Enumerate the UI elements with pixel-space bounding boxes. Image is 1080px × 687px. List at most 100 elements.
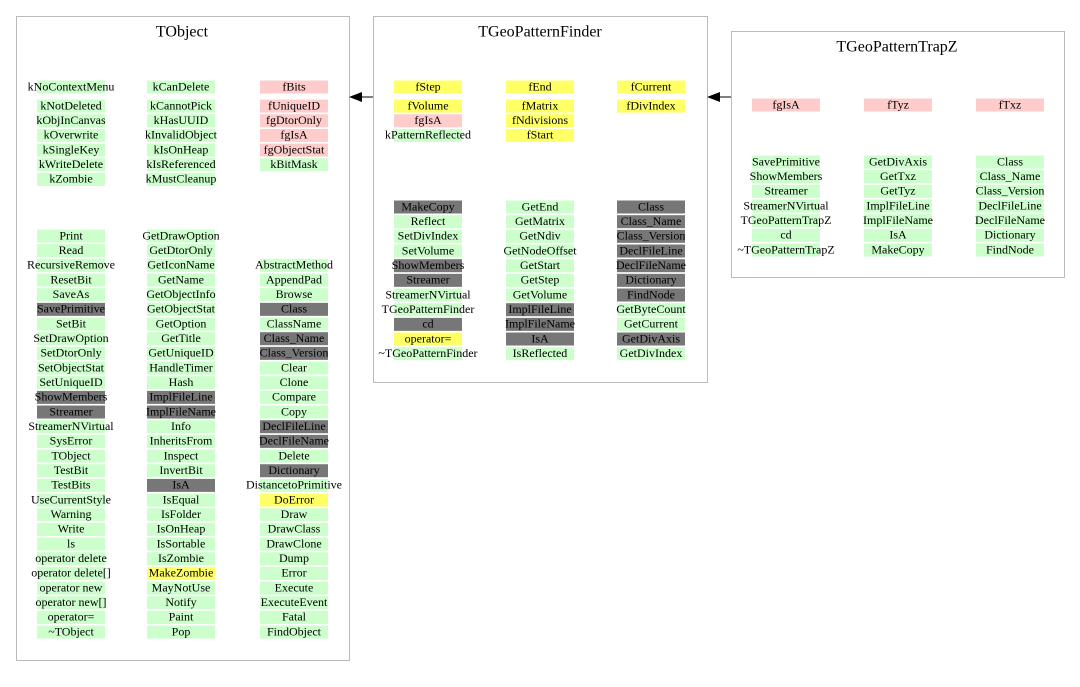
- member-label: IsA: [531, 331, 549, 345]
- member-background: [37, 420, 105, 434]
- member-label: GetUniqueID: [148, 346, 214, 360]
- member-background: [260, 346, 328, 360]
- member-background: [147, 346, 215, 360]
- member-label: Class_Version: [976, 184, 1045, 198]
- member-background: [752, 214, 820, 228]
- member-background: [752, 170, 820, 184]
- member-background: [147, 434, 215, 448]
- member-background: [260, 610, 328, 624]
- member-label: DeclFileName: [259, 434, 329, 448]
- member-background: [864, 214, 932, 228]
- member-background: [394, 317, 462, 331]
- member-background: [260, 158, 328, 172]
- member-label: fTxz: [999, 97, 1022, 111]
- member-label: cd: [422, 317, 433, 331]
- member-label: ~TGeoPatternTrapZ: [737, 242, 834, 256]
- member-label: fCurrent: [631, 79, 672, 93]
- member-background: [37, 537, 105, 551]
- member-background: [260, 552, 328, 566]
- member-label: ShowMembers: [35, 390, 108, 404]
- member-label: ImplFileLine: [866, 198, 929, 212]
- member-label: operator delete: [35, 551, 107, 565]
- member-background: [506, 288, 574, 302]
- member-background: [394, 229, 462, 243]
- member-background: [260, 464, 328, 478]
- member-label: Fatal: [282, 610, 307, 624]
- member-label: IsA: [889, 228, 907, 242]
- member-background: [147, 244, 215, 258]
- member-label: kZombie: [49, 172, 92, 186]
- member-background: [394, 244, 462, 258]
- member-label: kWriteDelete: [39, 157, 103, 171]
- member-label: StreamerNVirtual: [743, 198, 829, 212]
- member-label: GetOption: [156, 316, 207, 330]
- member-background: [37, 478, 105, 492]
- member-label: SetDivIndex: [398, 229, 459, 243]
- member-label: Draw: [281, 507, 308, 521]
- member-label: DoError: [274, 492, 314, 506]
- member-label: Class_Version: [617, 229, 686, 243]
- member-label: DeclFileLine: [978, 198, 1041, 212]
- member-label: GetNdiv: [519, 229, 560, 243]
- member-label: fTyz: [887, 97, 909, 111]
- member-background: [394, 288, 462, 302]
- member-label: Dictionary: [984, 228, 1035, 242]
- member-background: [864, 184, 932, 198]
- member-label: SetDrawOption: [33, 331, 108, 345]
- member-label: Delete: [278, 448, 309, 462]
- member-label: Class_Name: [980, 169, 1041, 183]
- member-label: ~TGeoPatternFinder: [378, 346, 477, 360]
- member-background: [147, 596, 215, 610]
- member-label: operator=: [48, 610, 95, 624]
- member-label: fBits: [282, 79, 306, 93]
- member-background: [147, 288, 215, 302]
- member-background: [37, 114, 105, 128]
- member-background: [147, 128, 215, 142]
- member-label: Warning: [50, 507, 91, 521]
- member-background: [37, 625, 105, 639]
- member-label: Info: [171, 419, 191, 433]
- member-label: SetVolume: [402, 243, 454, 257]
- member-background: [260, 288, 328, 302]
- member-background: [260, 434, 328, 448]
- member-label: HandleTimer: [149, 360, 213, 374]
- member-background: [37, 522, 105, 536]
- member-background: [147, 158, 215, 172]
- member-label: GetDtorOnly: [149, 243, 212, 257]
- member-background: [976, 199, 1044, 213]
- member-background: [37, 376, 105, 390]
- member-label: GetNodeOffset: [503, 243, 577, 257]
- member-background: [260, 273, 328, 287]
- member-background: [260, 114, 328, 128]
- member-label: fMatrix: [522, 98, 559, 112]
- member-background: [864, 243, 932, 257]
- member-label: Hash: [169, 375, 194, 389]
- member-label: FindNode: [627, 287, 675, 301]
- member-label: AppendPad: [266, 272, 322, 286]
- member-label: GetByteCount: [616, 302, 686, 316]
- member-label: SavePrimitive: [37, 302, 105, 316]
- member-background: [37, 449, 105, 463]
- member-background: [147, 258, 215, 272]
- member-label: Compare: [272, 390, 316, 404]
- member-background: [37, 552, 105, 566]
- member-label: IsReflected: [513, 346, 568, 360]
- member-background: [147, 172, 215, 186]
- member-label: GetDivAxis: [869, 154, 927, 168]
- member-label: fEnd: [528, 79, 551, 93]
- member-background: [506, 128, 574, 142]
- member-label: kSingleKey: [43, 142, 100, 156]
- member-background: [37, 258, 105, 272]
- member-label: TGeoPatternTrapZ: [741, 213, 832, 227]
- member-background: [37, 332, 105, 346]
- member-background: [752, 184, 820, 198]
- member-background: [976, 170, 1044, 184]
- member-label: Error: [281, 566, 306, 580]
- member-label: InheritsFrom: [150, 434, 213, 448]
- member-background: [506, 347, 574, 361]
- member-background: [506, 259, 574, 273]
- member-label: fStart: [527, 128, 554, 142]
- member-background: [976, 228, 1044, 242]
- member-background: [147, 552, 215, 566]
